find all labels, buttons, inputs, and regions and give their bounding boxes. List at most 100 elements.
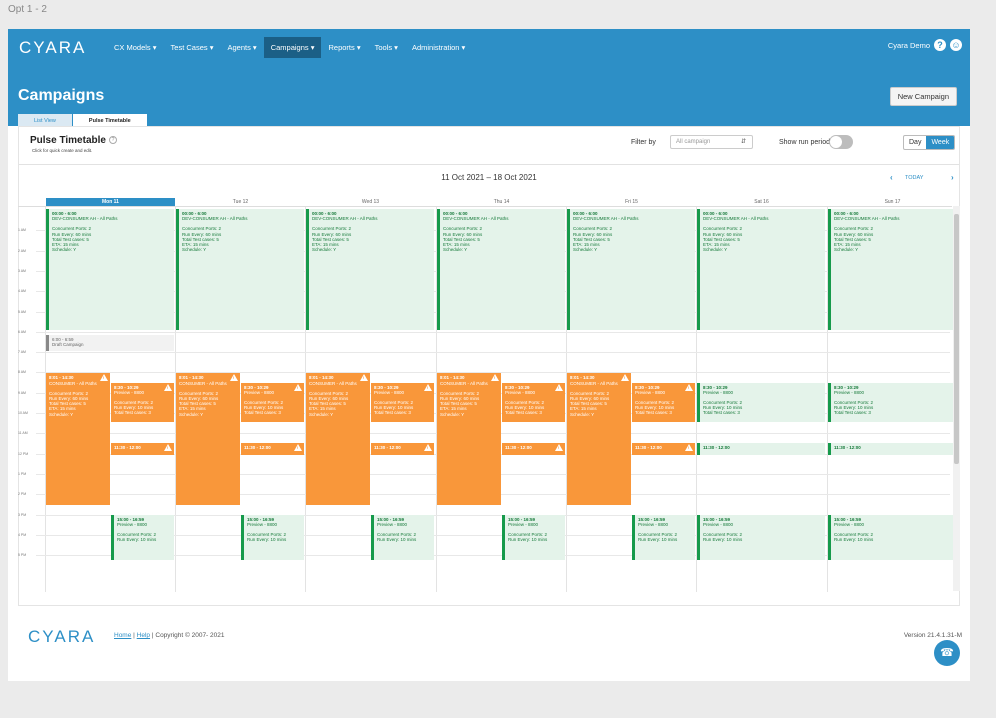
preview-event[interactable]: 8:30 - 10:29 Preview - 8800 Concurrent Por… (371, 382, 434, 423)
day-header[interactable]: Wed 13 (361, 199, 380, 205)
nav-item-agents[interactable]: Agents ▾ (227, 43, 257, 52)
event-text: Run Every: 60 mins (182, 231, 222, 237)
hour-line (36, 372, 950, 374)
night-event[interactable]: 00:00 - 6:00 DEV-CONSUMER AH - All Paths C… (176, 209, 304, 330)
event-text: 8:01 - 14:30 (570, 375, 595, 381)
day-header[interactable]: Thu 14 (493, 199, 510, 205)
night-event[interactable]: 00:00 - 6:00 DEV-CONSUMER AH - All Paths C… (828, 209, 956, 330)
preview-event[interactable]: 8:30 - 10:29 Preview - 8800 Concurrent Por… (502, 382, 565, 423)
help-link[interactable]: Help (136, 632, 151, 639)
preview-event[interactable]: 8:30 - 10:29 Preview - 8800 Concurrent Por… (241, 382, 304, 423)
day-view-button[interactable]: Day (909, 139, 922, 146)
afternoon-event[interactable]: 15:00 - 16:59 Preview - 8800 Concurrent Po… (371, 514, 434, 560)
consumer-event[interactable]: 8:01 - 14:30 CONSUMER - All Paths Concurre… (306, 373, 370, 506)
event-text: Run Every: 10 mins (703, 405, 743, 411)
day-week-switch: Day Week (903, 135, 956, 150)
today-button[interactable]: TODAY (905, 175, 924, 181)
event-text: DEV-CONSUMER AH - All Paths (182, 216, 248, 222)
nav-item-test-cases[interactable]: Test Cases ▾ (170, 43, 214, 52)
week-view-button[interactable]: Week (926, 136, 955, 149)
user-icon[interactable]: ☺ (950, 39, 962, 51)
afternoon-event[interactable]: 15:00 - 16:59 Preview - 8800 Concurrent Po… (502, 514, 565, 560)
user-name[interactable]: Cyara Demo (887, 40, 930, 50)
midday-event[interactable]: 11:30 - 12:00 (632, 443, 695, 456)
consumer-event[interactable]: 8:01 - 14:30 CONSUMER - All Paths Concurre… (567, 373, 631, 506)
draft-event[interactable]: 6:00 - 6:59 Draft Campaign (46, 334, 174, 351)
event-text: 00:00 - 6:00 (52, 211, 77, 216)
day-header[interactable]: Mon 11 (46, 198, 175, 206)
midday-event[interactable]: 11:30 - 12:00 (828, 443, 956, 456)
prev-week-icon[interactable]: ‹ (890, 173, 893, 182)
midday-event[interactable]: 11:30 - 12:00 (697, 443, 825, 456)
event-text: Schedule: Y (52, 247, 77, 253)
event-text: 11:30 - 12:00 (505, 445, 532, 451)
event-text: 15:00 - 16:59 (247, 516, 275, 522)
calendar-grid[interactable]: 1 AM 2 AM 3 AM 4 AM 5 AM 6 AM 7 AM 8 AM 9 AM 10 A… (18, 206, 956, 592)
midday-event[interactable]: 11:30 - 12:00 (111, 443, 174, 456)
consumer-event[interactable]: 8:01 - 14:30 CONSUMER - All Paths Concurre… (176, 373, 240, 506)
support-chat-icon[interactable]: ☎ (934, 640, 960, 666)
event-text: Total Test cases: 3 (635, 410, 672, 416)
preview-event[interactable]: 8:30 - 10:29 Preview - 8800 Concurrent Por… (697, 382, 825, 423)
afternoon-event[interactable]: 15:00 - 16:59 Preview - 8800 Concurrent Po… (632, 514, 695, 560)
campaign-filter-select[interactable]: All campaign ⇵ (670, 135, 753, 149)
event-text: Run Every: 60 mins (312, 231, 352, 237)
select-caret-icon: ⇵ (740, 139, 746, 145)
afternoon-event[interactable]: 15:00 - 16:59 Preview - 8800 Concurrent Po… (241, 514, 304, 560)
event-text: Total Test cases: 5 (443, 236, 480, 242)
consumer-event[interactable]: 8:01 - 14:30 CONSUMER - All Paths Concurre… (46, 373, 110, 506)
warning-icon (164, 444, 172, 452)
home-link[interactable]: Home (114, 632, 132, 639)
event-text: 00:00 - 6:00 (703, 211, 728, 216)
midday-event[interactable]: 11:30 - 12:00 (241, 443, 304, 456)
nav-item-reports[interactable]: Reports ▾ (328, 43, 361, 52)
cyara-logo[interactable]: CYARA (19, 37, 87, 57)
event-text: CONSUMER - All Paths (570, 380, 618, 386)
scrollbar-thumb[interactable] (954, 214, 959, 464)
event-text: 8:30 - 10:29 (244, 384, 269, 390)
info-icon[interactable]: ? (108, 136, 117, 145)
tab-pulse-timetable[interactable]: Pulse Timetable (72, 114, 147, 126)
nav-item-administration[interactable]: Administration ▾ (411, 43, 466, 52)
event-text: Total Test cases: 3 (244, 410, 281, 416)
show-run-periods-toggle[interactable] (829, 135, 853, 149)
warning-icon (491, 374, 499, 382)
midday-event[interactable]: 11:30 - 12:00 (502, 443, 565, 456)
night-event[interactable]: 00:00 - 6:00 DEV-CONSUMER AH - All Paths C… (697, 209, 825, 330)
calendar-scrollbar[interactable] (953, 206, 960, 591)
hour-label: 3 AM (18, 268, 26, 273)
night-event[interactable]: 00:00 - 6:00 DEV-CONSUMER AH - All Paths C… (437, 209, 565, 330)
event-text: 8:01 - 14:30 (179, 375, 204, 381)
app-frame: CYARA CX Models ▾ Test Cases ▾ Agents ▾ Cam… (8, 29, 970, 681)
new-campaign-button[interactable]: New Campaign (889, 87, 957, 106)
night-event[interactable]: 00:00 - 6:00 DEV-CONSUMER AH - All Paths C… (46, 209, 174, 330)
timetable-subtitle: Click for quick create and edit. (32, 148, 93, 153)
event-text: DEV-CONSUMER AH - All Paths (443, 216, 509, 222)
day-header[interactable]: Tue 12 (232, 199, 249, 205)
event-text: CONSUMER - All Paths (309, 380, 357, 386)
consumer-event[interactable]: 8:01 - 14:30 CONSUMER - All Paths Concurre… (437, 373, 501, 506)
nav-item-cx-models[interactable]: CX Models ▾ (114, 43, 157, 52)
help-icon[interactable]: ? (934, 39, 946, 51)
night-event[interactable]: 00:00 - 6:00 DEV-CONSUMER AH - All Paths C… (567, 209, 695, 330)
day-header[interactable]: Sun 17 (884, 199, 901, 205)
afternoon-event[interactable]: 15:00 - 16:59 Preview - 8800 Concurrent Po… (697, 514, 825, 560)
event-text: 15:00 - 16:59 (377, 516, 405, 522)
night-event[interactable]: 00:00 - 6:00 DEV-CONSUMER AH - All Paths C… (306, 209, 434, 330)
afternoon-event[interactable]: 15:00 - 16:59 Preview - 8800 Concurrent Po… (111, 514, 174, 560)
nav-item-campaigns[interactable]: Campaigns ▾ (263, 37, 322, 58)
nav-item-tools[interactable]: Tools ▾ (374, 43, 398, 52)
tab-list-view[interactable]: List View (18, 114, 72, 126)
day-header[interactable]: Fri 15 (625, 199, 638, 205)
preview-event[interactable]: 8:30 - 10:29 Preview - 8800 Concurrent Por… (828, 382, 956, 423)
afternoon-event[interactable]: 15:00 - 16:59 Preview - 8800 Concurrent Po… (828, 514, 956, 560)
event-text: Run Every: 60 mins (703, 231, 743, 237)
preview-event[interactable]: 8:30 - 10:29 Preview - 8800 Concurrent Por… (111, 382, 174, 423)
preview-event[interactable]: 8:30 - 10:29 Preview - 8800 Concurrent Por… (632, 382, 695, 423)
next-week-icon[interactable]: › (951, 173, 954, 182)
event-text: CONSUMER - All Paths (49, 380, 97, 386)
midday-event[interactable]: 11:30 - 12:00 (371, 443, 434, 456)
day-header[interactable]: Sat 16 (754, 199, 769, 205)
hour-label: 2 AM (18, 248, 26, 253)
hour-label: 5 AM (18, 309, 26, 314)
